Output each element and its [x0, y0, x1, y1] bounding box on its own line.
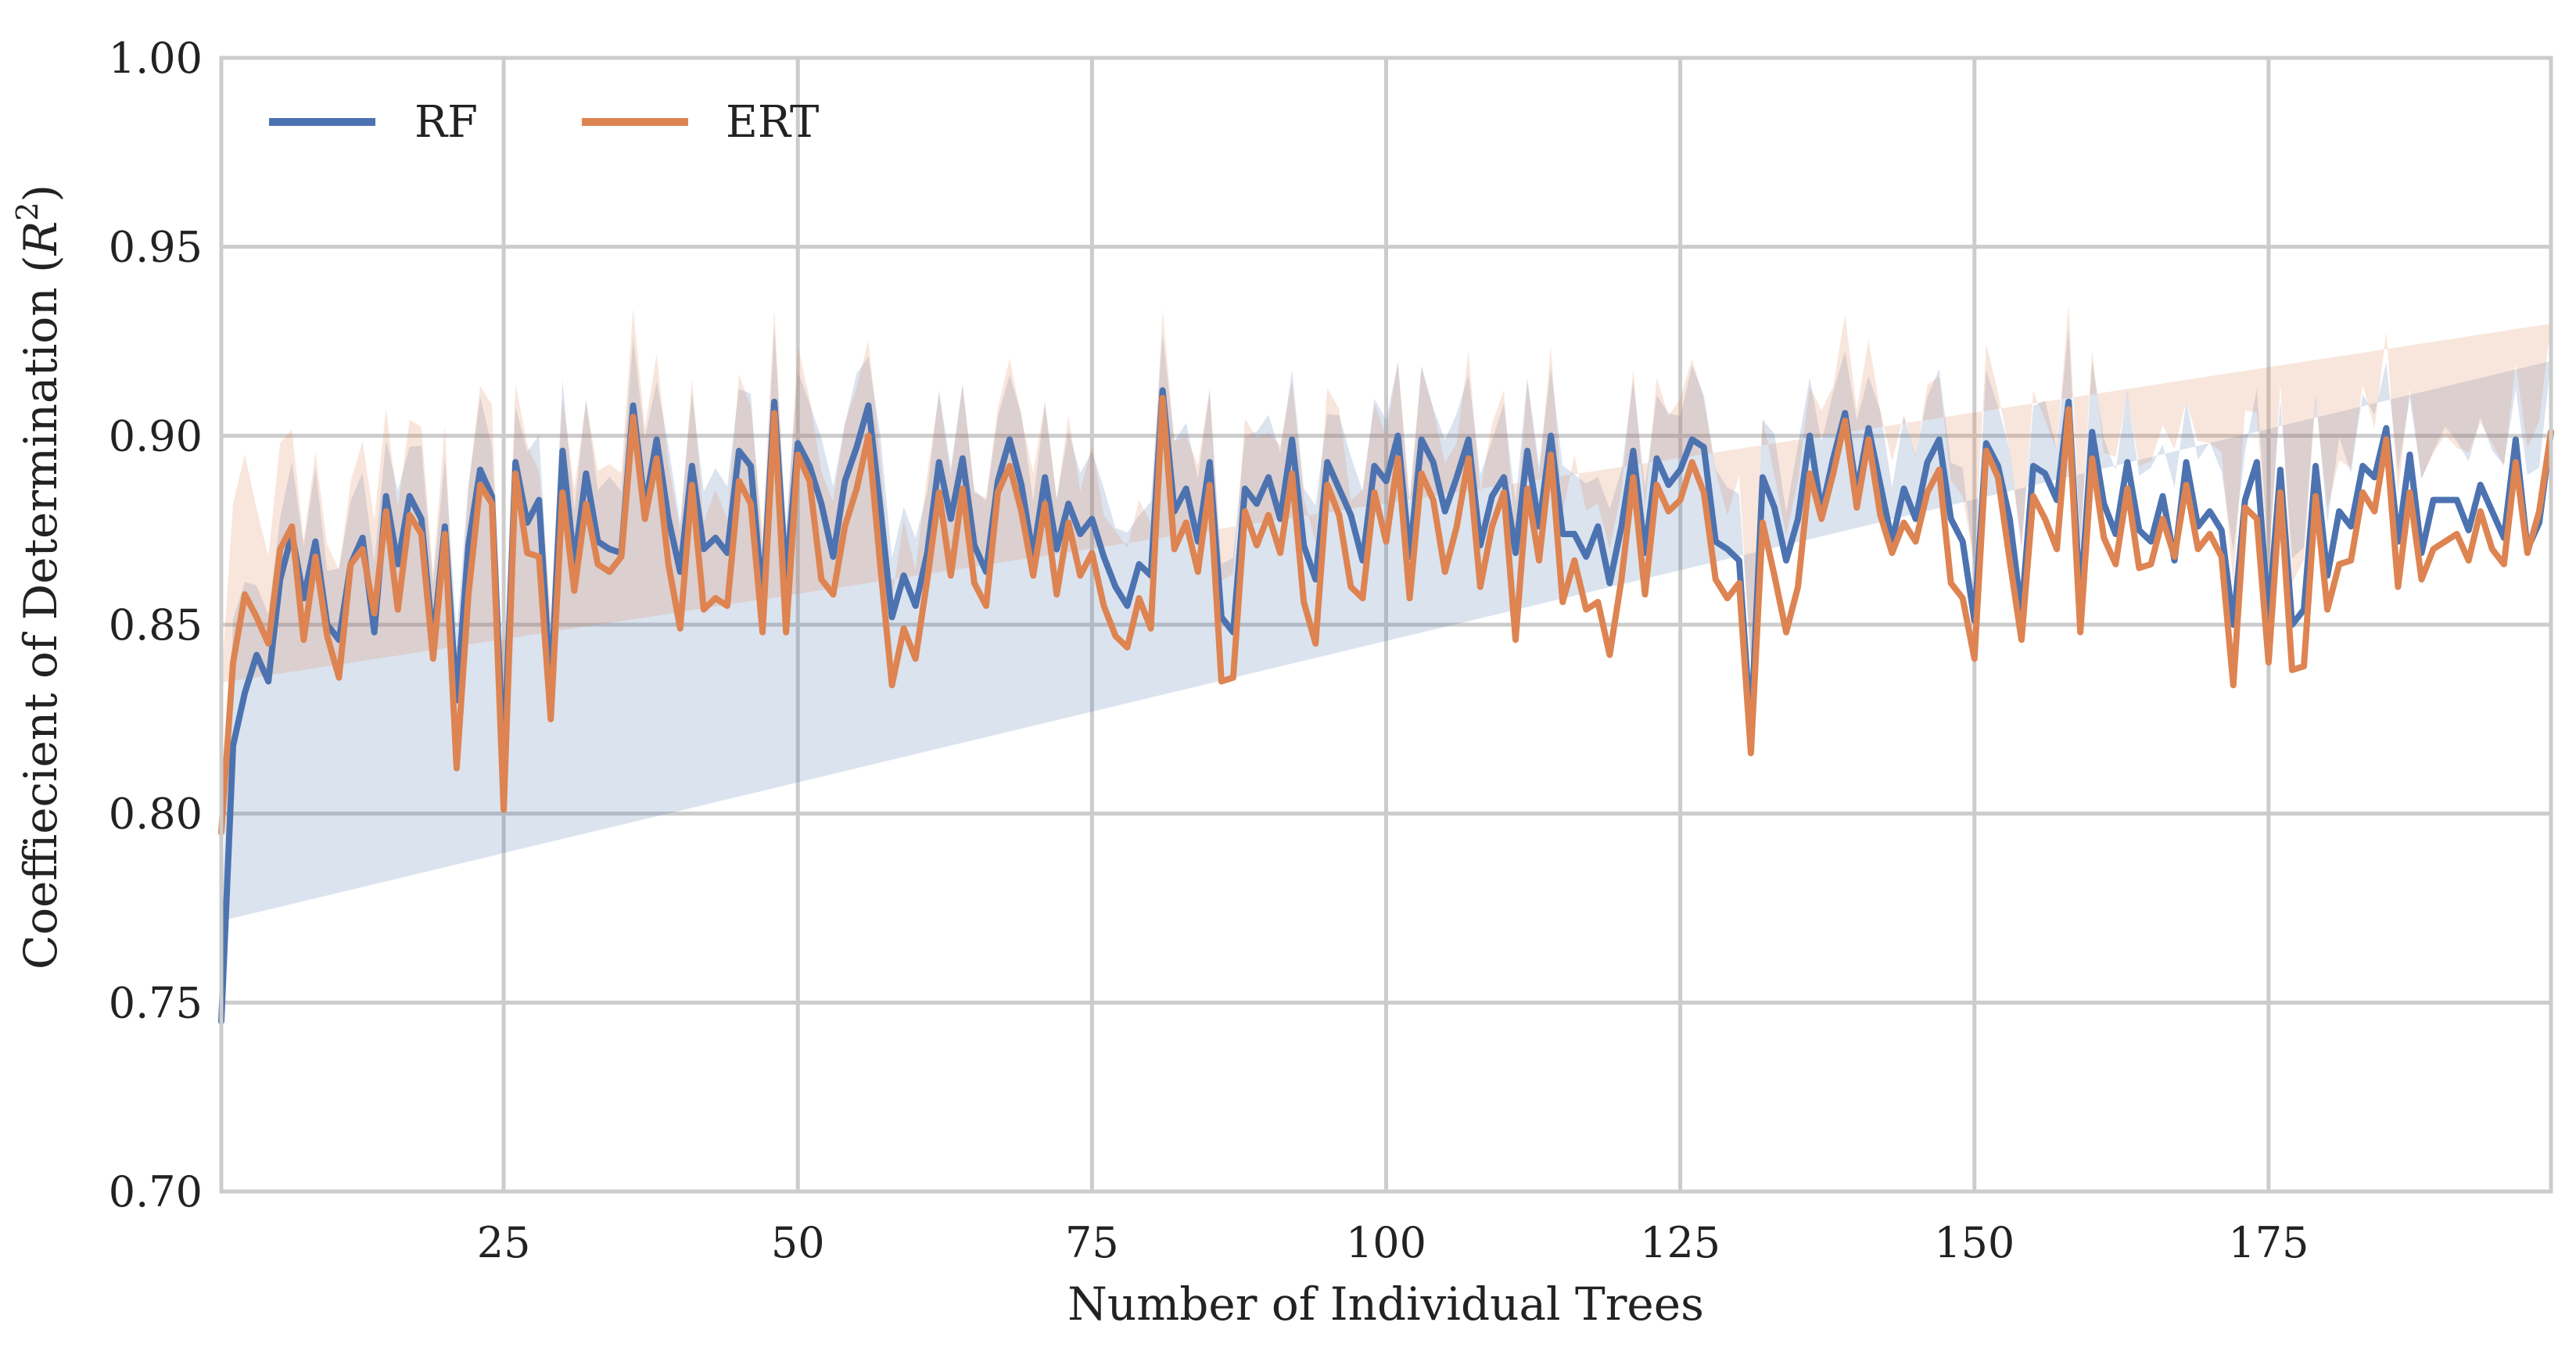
line-rf	[218, 387, 2554, 1025]
legend: RF ERT	[269, 97, 819, 148]
legend-label-rf: RF	[414, 97, 478, 148]
x-tick-label: 75	[1065, 1218, 1119, 1267]
confidence-bands	[221, 303, 2551, 921]
y-axis-label-close: )	[14, 185, 67, 202]
x-tick-label: 125	[1640, 1218, 1720, 1267]
series-lines	[218, 387, 2554, 1025]
y-axis-label: Coeffiecient of Determination (R2)	[10, 185, 67, 969]
x-tick-label: 175	[2228, 1218, 2309, 1267]
y-tick-label: 0.90	[109, 411, 203, 460]
y-tick-label: 1.00	[109, 34, 203, 83]
y-axis-label-main: Coeffiecient of Determination (	[14, 255, 67, 969]
x-tick-label: 25	[477, 1218, 531, 1267]
y-tick-label: 0.80	[109, 790, 203, 839]
x-tick-label: 150	[1934, 1218, 2015, 1267]
band-ert	[221, 303, 2551, 705]
band-rf	[221, 328, 2551, 921]
line-ert	[218, 395, 2554, 836]
y-tick-label: 0.95	[109, 223, 203, 272]
x-tick-label: 100	[1346, 1218, 1426, 1267]
x-tick-labels: 25 50 75 100 125 150 175	[477, 1218, 2309, 1267]
legend-label-ert: ERT	[726, 97, 819, 148]
x-axis-label: Number of Individual Trees	[1067, 1278, 1704, 1331]
y-tick-label: 0.75	[109, 978, 203, 1027]
y-tick-label: 0.70	[109, 1167, 203, 1217]
x-tick-label: 50	[771, 1218, 825, 1267]
y-axis-label-symbol: R	[14, 221, 67, 256]
y-axis-label-superscript: 2	[10, 202, 45, 220]
y-tick-labels: 0.70 0.75 0.80 0.85 0.90 0.95 1.00	[109, 34, 203, 1217]
plot-frame	[219, 56, 2553, 1194]
y-tick-label: 0.85	[109, 600, 203, 650]
